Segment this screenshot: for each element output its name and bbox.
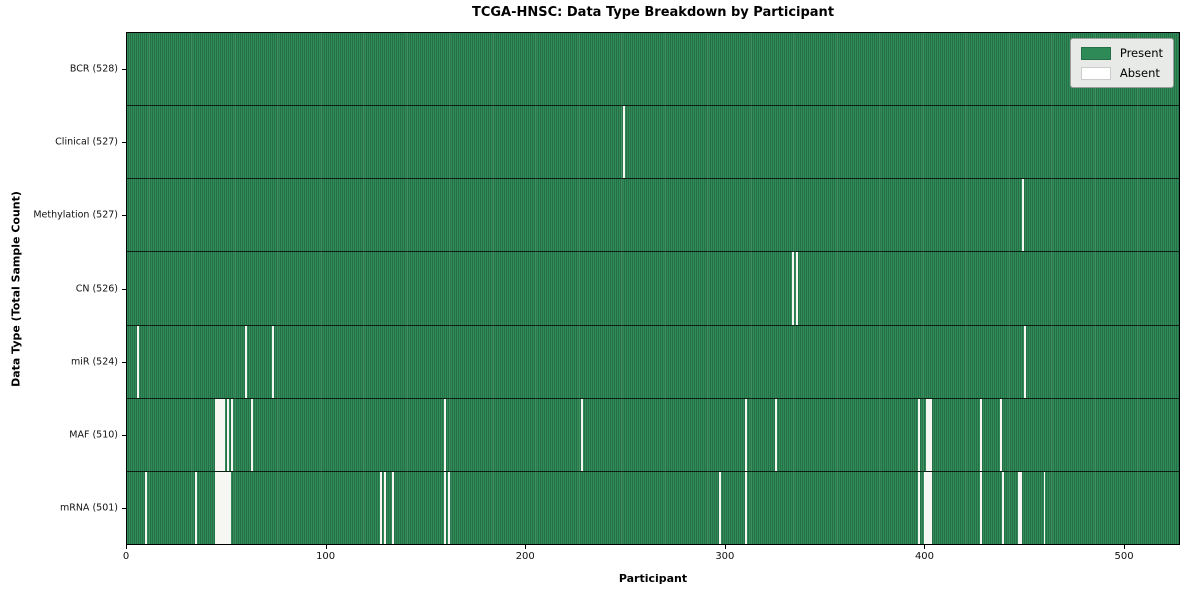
legend-present-label: Present <box>1119 46 1163 60</box>
absent-cell <box>136 325 139 398</box>
legend-item-absent: Absent <box>1080 66 1163 80</box>
heatmap-row-mir <box>127 325 1179 399</box>
absent-cell <box>380 471 383 544</box>
y-axis-ticks: BCR (528) Clinical (527) Methylation (527)… <box>0 0 118 600</box>
ytick-label-bcr: BCR (528) <box>69 63 118 75</box>
absent-cell <box>224 471 227 544</box>
absent-cell <box>925 398 928 471</box>
x-axis-label: Participant <box>618 572 688 585</box>
absent-cell <box>979 471 982 544</box>
absent-cell <box>1019 471 1022 544</box>
absent-cell <box>1023 325 1026 398</box>
absent-cell <box>1017 471 1020 544</box>
legend: Present Absent <box>1069 38 1174 88</box>
heatmap-row-bcr <box>127 33 1179 107</box>
heatmap-row-maf <box>127 398 1179 472</box>
ytick-label-maf: MAF (510) <box>69 429 118 441</box>
absent-cell <box>218 471 221 544</box>
absent-cell <box>216 398 219 471</box>
absent-cell <box>929 471 932 544</box>
legend-absent-label: Absent <box>1119 66 1160 80</box>
absent-cell <box>774 398 777 471</box>
heatmap-row-mrna <box>127 471 1179 544</box>
ytick-mark <box>122 435 126 437</box>
absent-cell <box>744 471 747 544</box>
absent-cell <box>999 398 1002 471</box>
xtick-label-0: 0 <box>122 551 130 562</box>
absent-cell <box>384 471 386 544</box>
absent-cell <box>220 471 223 544</box>
ytick-label-clinical: Clinical (527) <box>55 136 118 148</box>
absent-cell <box>1043 471 1046 544</box>
xtick-mark <box>126 545 127 549</box>
absent-cell <box>222 471 225 544</box>
xtick-mark <box>924 545 926 549</box>
absent-cell <box>744 398 747 471</box>
absent-cell <box>917 471 920 544</box>
ytick-mark <box>122 508 126 510</box>
absent-cell <box>443 471 446 544</box>
absent-cell <box>226 398 229 471</box>
ytick-mark <box>122 215 126 217</box>
absent-cell <box>1021 179 1024 252</box>
xtick-label-100: 100 <box>316 551 336 562</box>
xtick-mark <box>1124 545 1126 549</box>
absent-cell <box>623 106 626 179</box>
absent-cell <box>1001 471 1004 544</box>
plot-area <box>126 32 1180 545</box>
absent-cell <box>194 471 197 544</box>
absent-cell <box>220 398 223 471</box>
absent-cell <box>222 398 225 471</box>
absent-cell <box>796 252 799 325</box>
ytick-mark <box>122 141 126 143</box>
absent-cell <box>718 471 721 544</box>
absent-cell <box>144 471 147 544</box>
absent-cell <box>443 398 446 471</box>
xtick-label-200: 200 <box>515 551 535 562</box>
absent-cell <box>214 398 217 471</box>
xtick-mark <box>724 545 726 549</box>
absent-cell <box>581 398 584 471</box>
absent-cell <box>214 471 217 544</box>
ytick-label-methylation: Methylation (527) <box>33 209 118 221</box>
absent-cell <box>979 398 982 471</box>
present-swatch <box>1080 46 1111 60</box>
absent-cell <box>927 471 930 544</box>
absent-cell <box>244 325 247 398</box>
absent-cell <box>230 398 233 471</box>
absent-cell <box>917 398 920 471</box>
xtick-label-300: 300 <box>715 551 735 562</box>
absent-cell <box>216 471 219 544</box>
absent-cell <box>218 398 221 471</box>
absent-cell <box>792 252 795 325</box>
absent-cell <box>927 398 930 471</box>
heatmap-row-cn <box>127 252 1179 326</box>
absent-cell <box>391 471 394 544</box>
absent-cell <box>923 471 926 544</box>
ytick-label-cn: CN (526) <box>75 283 118 294</box>
ytick-label-mir: miR (524) <box>70 356 118 368</box>
xtick-label-400: 400 <box>914 551 935 562</box>
heatmap-row-clinical <box>127 106 1179 180</box>
xtick-label-500: 500 <box>1114 551 1134 562</box>
legend-item-present: Present <box>1080 46 1163 60</box>
chart-title: TCGA-HNSC: Data Type Breakdown by Partic… <box>471 5 835 20</box>
absent-cell <box>272 325 275 398</box>
absent-cell <box>250 398 253 471</box>
heatmap-row-methylation <box>127 179 1179 253</box>
absent-cell <box>925 471 928 544</box>
xtick-mark <box>325 545 327 549</box>
ytick-mark <box>122 288 126 290</box>
absent-cell <box>228 471 231 544</box>
ytick-mark <box>122 68 126 70</box>
absent-swatch <box>1080 66 1111 80</box>
ytick-mark <box>122 361 126 363</box>
absent-cell <box>447 471 450 544</box>
absent-cell <box>929 398 932 471</box>
ytick-label-mrna: mRNA (501) <box>59 502 118 514</box>
absent-cell <box>226 471 229 544</box>
xtick-mark <box>525 545 527 549</box>
